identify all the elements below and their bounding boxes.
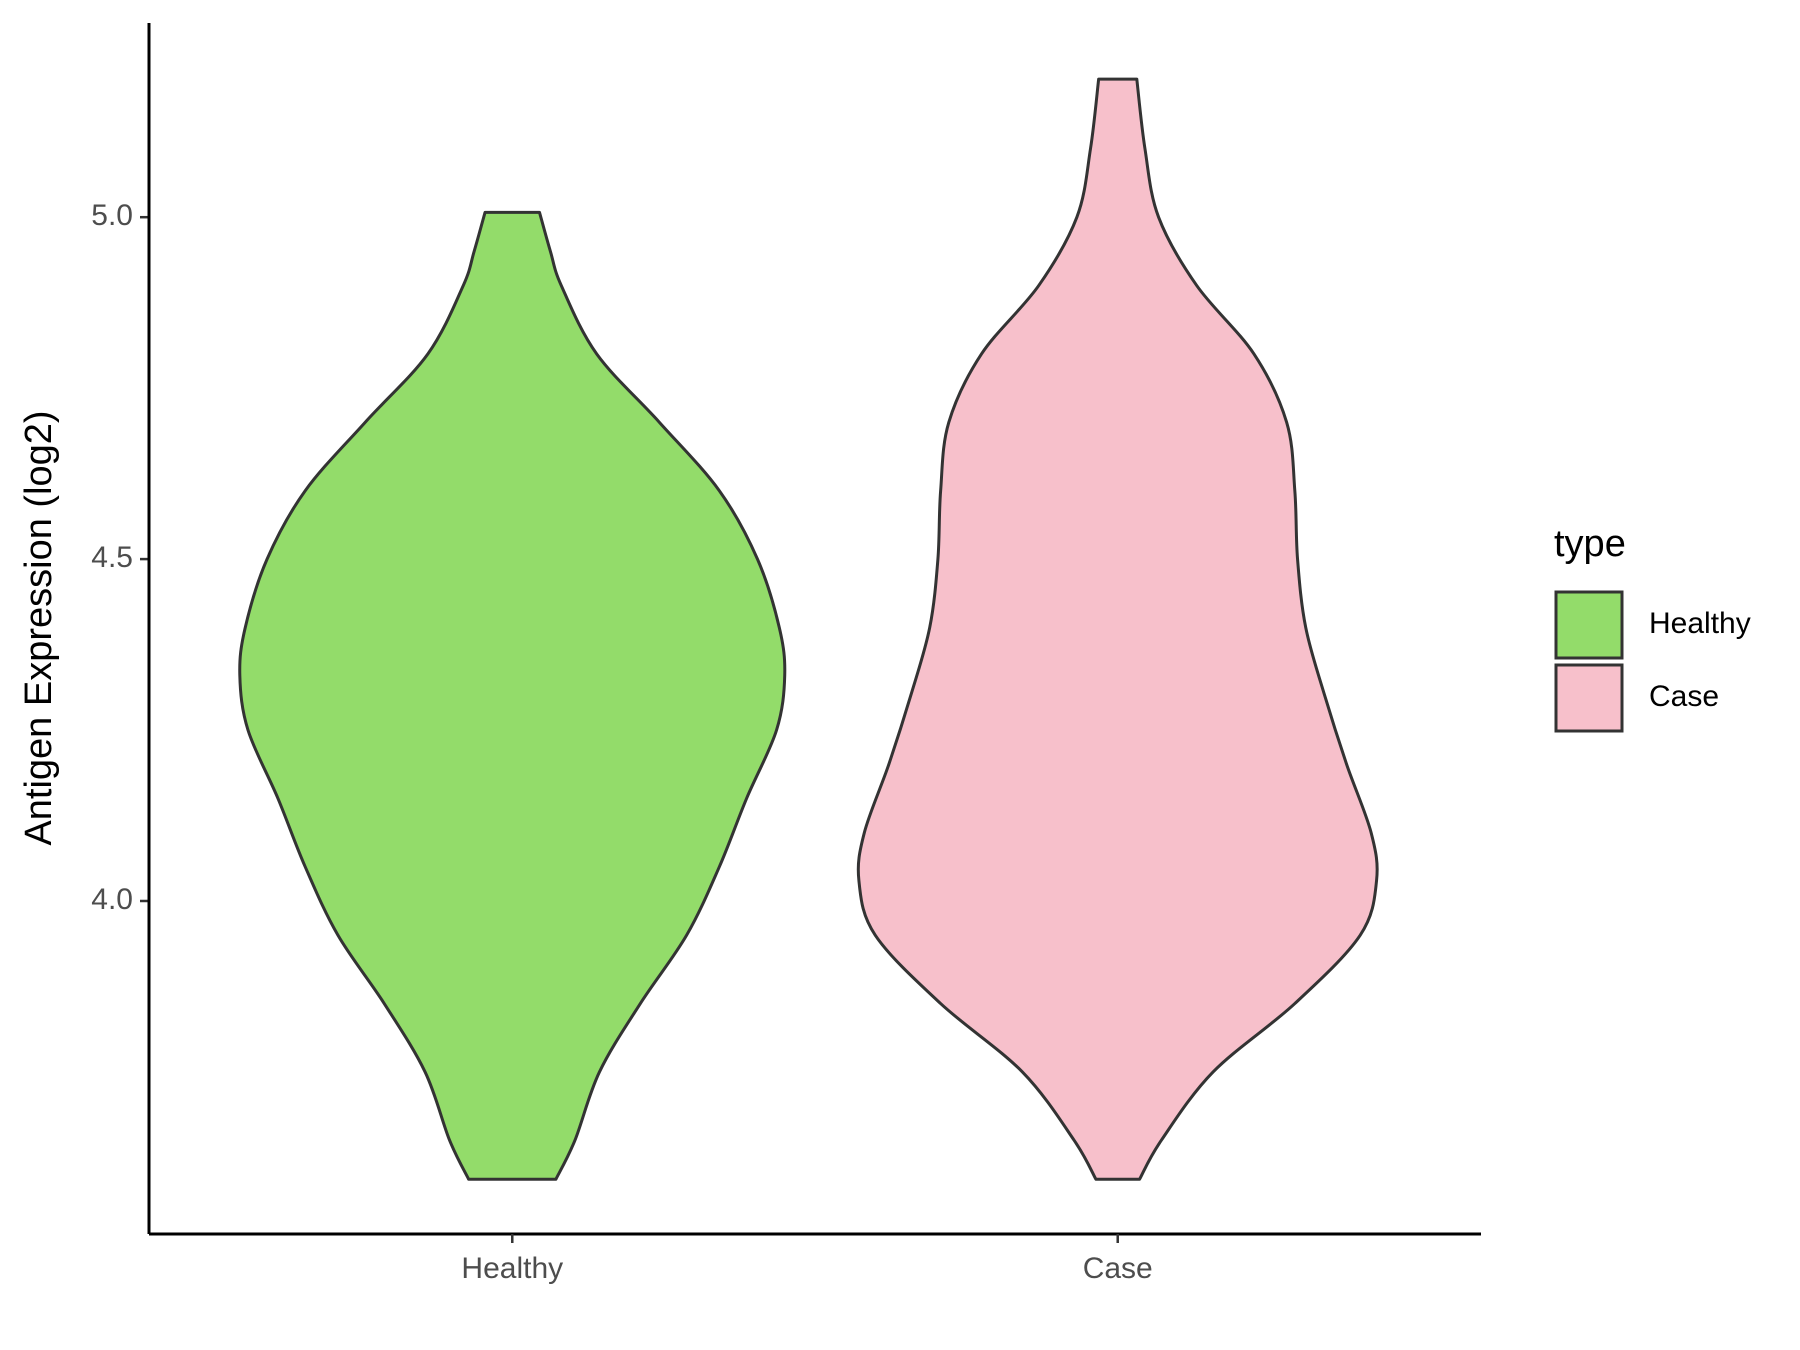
violin	[856, 77, 1379, 1181]
violin	[238, 210, 787, 1181]
y-tick-label: 4.0	[91, 883, 133, 916]
y-axis-label: Antigen Expression (log2)	[18, 410, 60, 845]
legend-label: Case	[1649, 680, 1719, 713]
x-tick-label: Healthy	[461, 1252, 563, 1285]
x-tick-label: Case	[1083, 1252, 1153, 1285]
y-tick-label: 5.0	[91, 199, 133, 232]
legend-label: Healthy	[1649, 607, 1751, 640]
legend-key	[1554, 663, 1624, 733]
y-tick-label: 4.5	[91, 541, 133, 574]
legend-key	[1554, 590, 1624, 660]
legend-title: type	[1554, 523, 1626, 565]
